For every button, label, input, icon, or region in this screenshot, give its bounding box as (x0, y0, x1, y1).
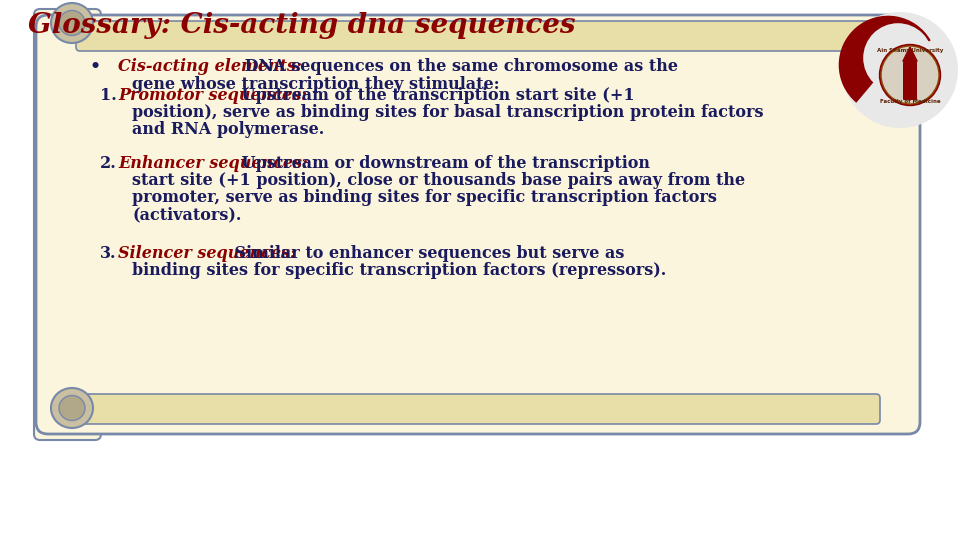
Text: Enhancer sequences:: Enhancer sequences: (118, 155, 308, 172)
Ellipse shape (51, 3, 93, 43)
Circle shape (863, 23, 933, 93)
Text: start site (+1 position), close or thousands base pairs away from the: start site (+1 position), close or thous… (132, 172, 745, 189)
Text: Ain Shams University: Ain Shams University (876, 48, 943, 53)
Text: 2.: 2. (100, 155, 117, 172)
Text: Promotor sequences:: Promotor sequences: (118, 87, 307, 104)
Text: Upstream or downstream of the transcription: Upstream or downstream of the transcript… (236, 155, 650, 172)
Wedge shape (839, 16, 930, 103)
Text: (activators).: (activators). (132, 206, 241, 223)
FancyBboxPatch shape (903, 62, 917, 100)
Text: binding sites for specific transcription factors (repressors).: binding sites for specific transcription… (132, 262, 666, 279)
Text: and RNA polymerase.: and RNA polymerase. (132, 121, 324, 138)
Ellipse shape (51, 388, 93, 428)
Ellipse shape (59, 10, 85, 36)
Text: Faculty of Medicine: Faculty of Medicine (879, 99, 940, 104)
Circle shape (842, 12, 958, 128)
Text: 1.: 1. (100, 87, 117, 104)
FancyBboxPatch shape (76, 394, 880, 424)
Text: Glossary: Cis-acting dna sequences: Glossary: Cis-acting dna sequences (28, 12, 575, 39)
Text: Upstream of the transcription start site (+1: Upstream of the transcription start site… (236, 87, 635, 104)
Text: Silencer sequences:: Silencer sequences: (118, 245, 296, 262)
Polygon shape (903, 47, 917, 63)
Circle shape (879, 45, 940, 105)
Text: •: • (90, 58, 101, 75)
Ellipse shape (59, 395, 85, 421)
FancyBboxPatch shape (76, 21, 880, 51)
Text: DNA sequences on the same chromosome as the: DNA sequences on the same chromosome as … (239, 58, 678, 75)
FancyBboxPatch shape (36, 15, 920, 434)
Text: Similar to enhancer sequences but serve as: Similar to enhancer sequences but serve … (229, 245, 624, 262)
Text: 3.: 3. (100, 245, 116, 262)
Text: Cis-acting elements:: Cis-acting elements: (118, 58, 301, 75)
Text: promoter, serve as binding sites for specific transcription factors: promoter, serve as binding sites for spe… (132, 189, 717, 206)
Text: position), serve as binding sites for basal transcription protein factors: position), serve as binding sites for ba… (132, 104, 763, 121)
Text: gene whose transcription they stimulate:: gene whose transcription they stimulate: (132, 76, 499, 93)
FancyBboxPatch shape (34, 9, 101, 440)
